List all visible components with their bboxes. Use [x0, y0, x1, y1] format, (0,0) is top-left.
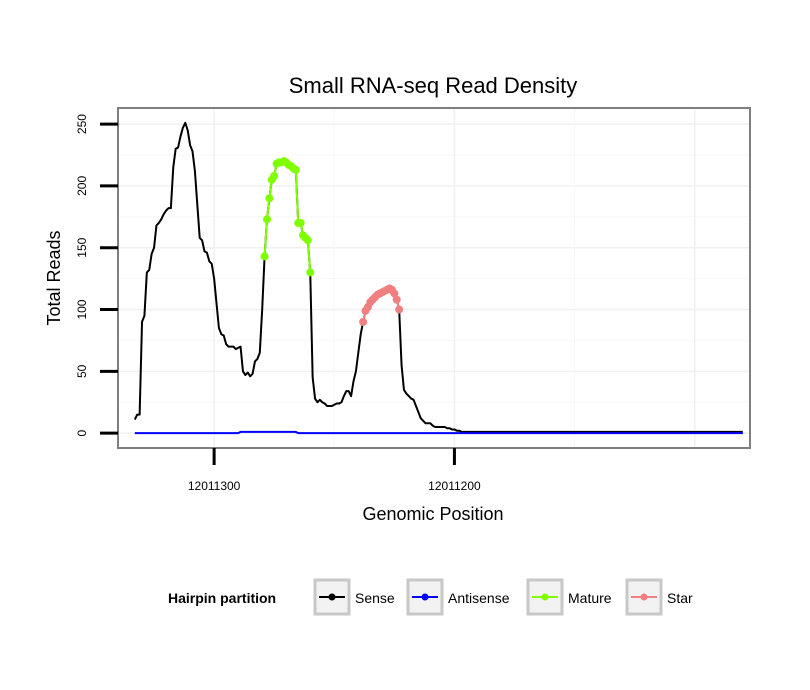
grid-lines — [118, 108, 750, 448]
legend-key-point — [328, 593, 336, 601]
legend-entry-mature: Mature — [526, 578, 612, 616]
y-tick-label: 150 — [75, 237, 89, 257]
legend-label: Antisense — [448, 590, 510, 606]
data-point-mature — [306, 268, 315, 277]
y-axis: 0 50 100 150 200 250 — [75, 114, 118, 437]
series-line-antisense — [134, 430, 743, 435]
series-layer — [133, 121, 743, 435]
y-tick-label: 200 — [75, 176, 89, 196]
data-point-mature — [291, 165, 300, 174]
legend-entry-star: Star — [625, 578, 693, 616]
legend-title: Hairpin partition — [168, 590, 276, 606]
data-point-mature — [296, 218, 305, 227]
data-point-mature — [303, 236, 312, 245]
legend-entry-sense: Sense — [313, 578, 395, 616]
series-sense — [133, 121, 743, 433]
y-tick-label: 0 — [75, 430, 89, 437]
legend-key-point — [640, 593, 648, 601]
data-point-star — [359, 317, 368, 326]
y-axis-title: Total Reads — [44, 230, 64, 325]
series-star — [359, 284, 404, 326]
data-point-mature — [260, 252, 269, 261]
legend: Hairpin partition Sense Antisense Mature St… — [168, 578, 693, 616]
x-tick-label: 12011300 — [188, 479, 241, 493]
legend-key-point — [541, 593, 549, 601]
x-axis-title: Genomic Position — [362, 504, 503, 524]
legend-entry-antisense: Antisense — [406, 578, 510, 616]
y-tick-label: 250 — [75, 114, 89, 134]
plot-panel-border — [117, 107, 751, 449]
y-tick-label: 100 — [75, 299, 89, 319]
data-point-star — [390, 289, 399, 298]
plot-panel-background — [118, 108, 750, 448]
series-line-sense — [133, 121, 743, 433]
data-point-star — [392, 295, 401, 304]
x-tick-label: 12011200 — [428, 479, 481, 493]
legend-label: Star — [667, 590, 693, 606]
data-point-star — [395, 305, 404, 314]
x-axis: 12011300 12011200 — [188, 448, 481, 493]
legend-key-point — [421, 593, 429, 601]
legend-label: Mature — [568, 590, 612, 606]
series-antisense — [134, 430, 743, 435]
data-point-mature — [270, 172, 279, 180]
data-point-mature — [262, 215, 271, 224]
legend-label: Sense — [355, 590, 395, 606]
chart-title: Small RNA-seq Read Density — [289, 73, 578, 98]
data-point-mature — [265, 194, 274, 203]
series-mature — [260, 157, 315, 277]
y-tick-label: 50 — [75, 364, 89, 378]
